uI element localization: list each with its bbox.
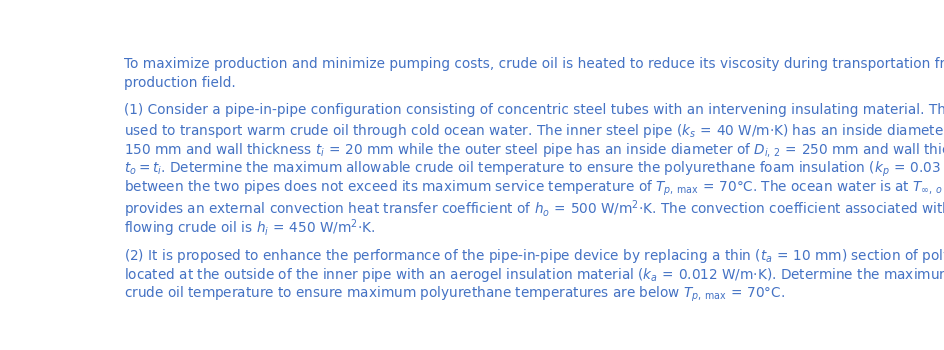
Text: (2) It is proposed to enhance the performance of the pipe-in-pipe device by repl: (2) It is proposed to enhance the perfor…: [124, 247, 944, 265]
Text: located at the outside of the inner pipe with an aerogel insulation material ($k: located at the outside of the inner pipe…: [124, 266, 944, 284]
Text: (1) Consider a pipe-in-pipe configuration consisting of concentric steel tubes w: (1) Consider a pipe-in-pipe configuratio…: [124, 103, 944, 117]
Text: used to transport warm crude oil through cold ocean water. The inner steel pipe : used to transport warm crude oil through…: [124, 122, 944, 140]
Text: 150 mm and wall thickness $t_i\,=\,$20 mm while the outer steel pipe has an insi: 150 mm and wall thickness $t_i\,=\,$20 m…: [124, 141, 944, 159]
Text: $t_o = t_i$. Determine the maximum allowable crude oil temperature to ensure the: $t_o = t_i$. Determine the maximum allow…: [124, 160, 944, 179]
Text: crude oil temperature to ensure maximum polyurethane temperatures are below $T_{: crude oil temperature to ensure maximum …: [124, 285, 785, 304]
Text: To maximize production and minimize pumping costs, crude oil is heated to reduce: To maximize production and minimize pump…: [124, 57, 944, 71]
Text: between the two pipes does not exceed its maximum service temperature of $T_{p,\: between the two pipes does not exceed it…: [124, 179, 944, 198]
Text: provides an external convection heat transfer coefficient of $h_o\,=\,$500 W/m$^: provides an external convection heat tra…: [124, 198, 944, 220]
Text: flowing crude oil is $h_i\,=\,$450 W/m$^2$·K.: flowing crude oil is $h_i\,=\,$450 W/m$^…: [124, 217, 375, 239]
Text: production field.: production field.: [124, 76, 236, 90]
